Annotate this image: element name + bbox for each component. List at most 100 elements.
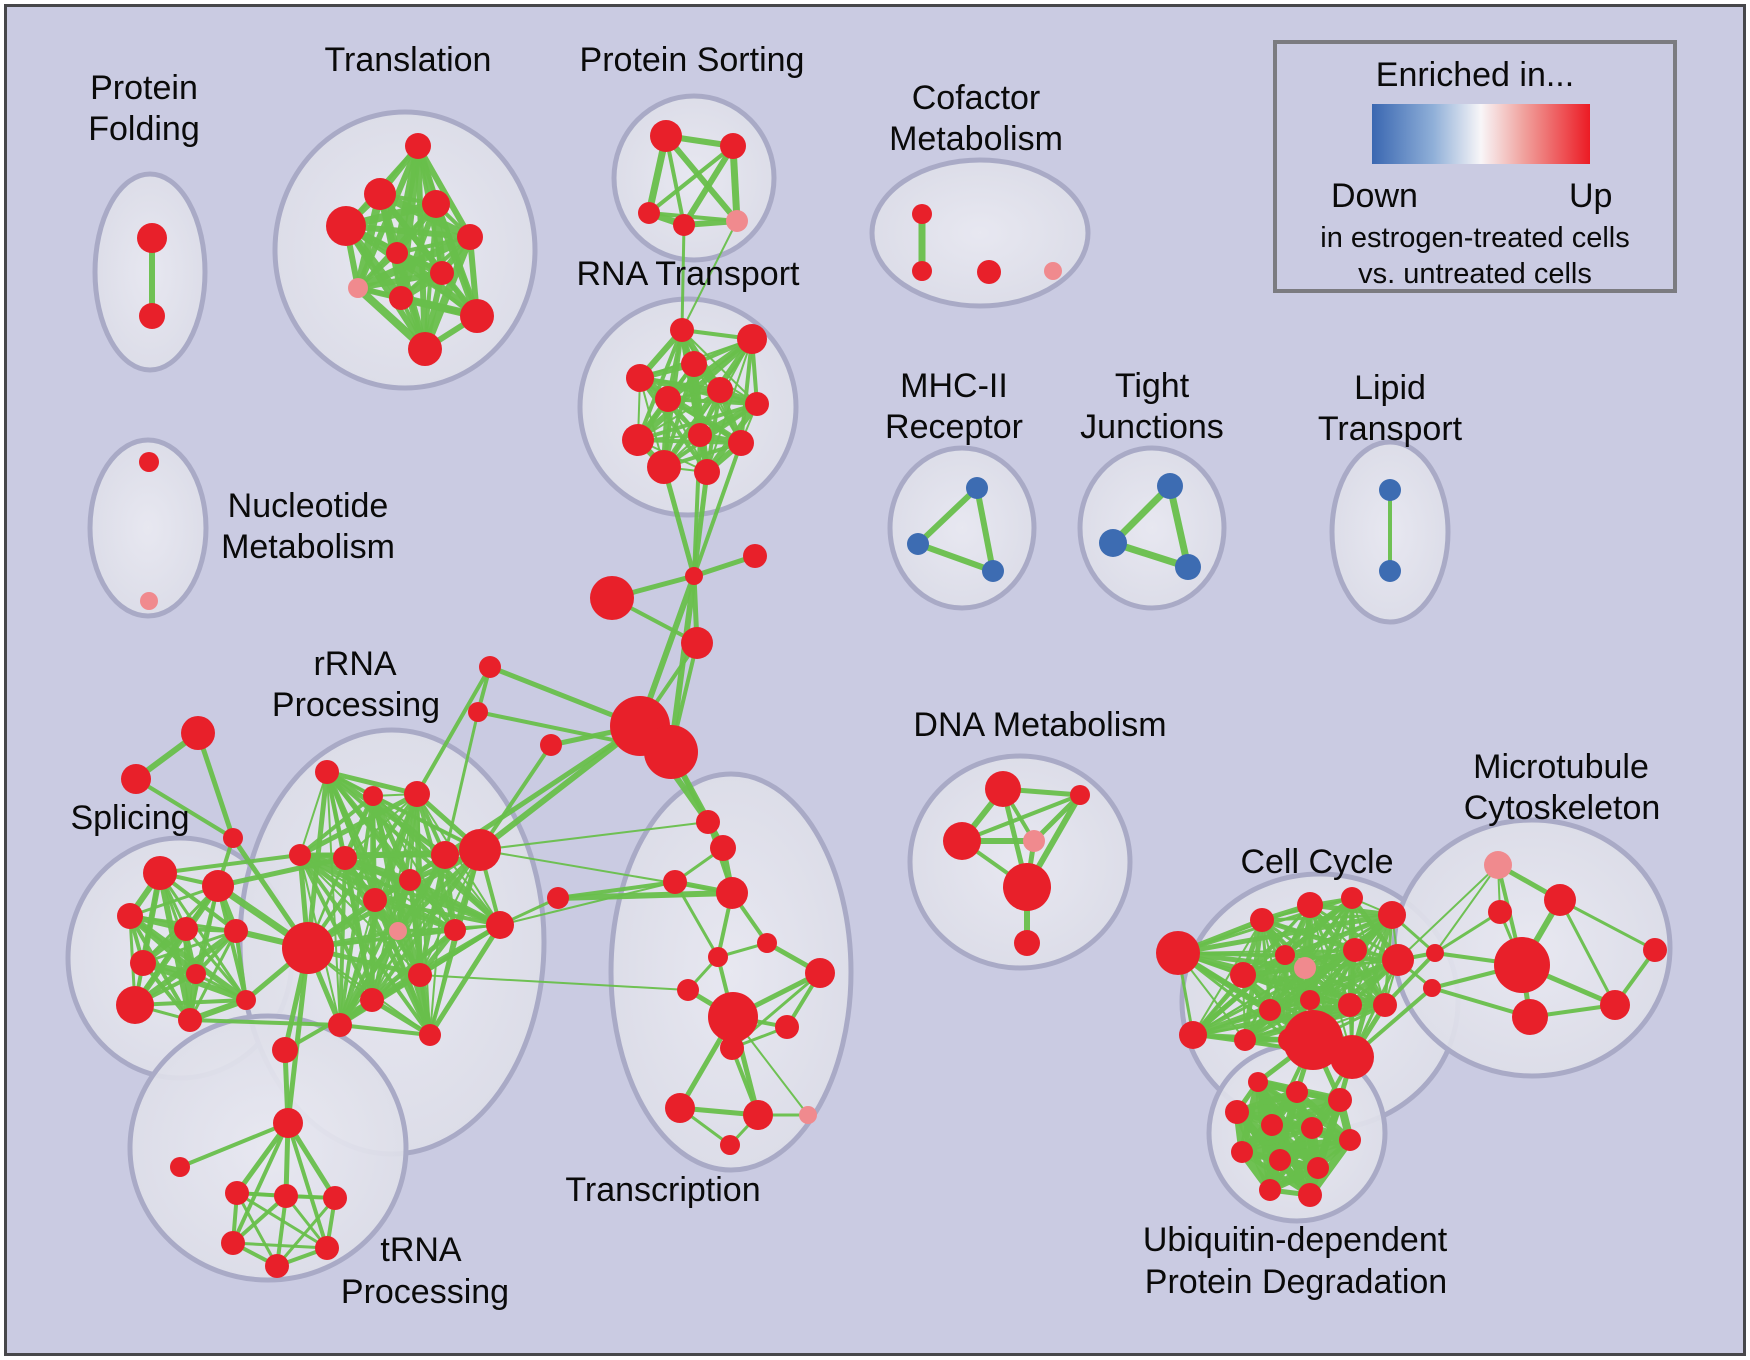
gene-set-node[interactable] [728,430,754,456]
gene-set-node[interactable] [468,702,488,722]
gene-set-node[interactable] [707,377,733,403]
gene-set-node[interactable] [1070,785,1090,805]
gene-set-node[interactable] [1378,901,1406,929]
gene-set-node[interactable] [1259,1179,1281,1201]
gene-set-node[interactable] [1099,529,1127,557]
gene-set-node[interactable] [977,260,1001,284]
gene-set-node[interactable] [799,1106,817,1124]
gene-set-node[interactable] [1231,1141,1253,1163]
gene-set-node[interactable] [1234,1029,1256,1051]
gene-set-node[interactable] [1301,1117,1323,1139]
gene-set-node[interactable] [1643,938,1667,962]
gene-set-node[interactable] [1023,830,1045,852]
gene-set-node[interactable] [282,922,334,974]
gene-set-node[interactable] [743,544,767,568]
gene-set-node[interactable] [1230,962,1256,988]
gene-set-node[interactable] [982,560,1004,582]
gene-set-node[interactable] [265,1254,289,1278]
gene-set-node[interactable] [408,332,442,366]
gene-set-node[interactable] [1379,479,1401,501]
gene-set-node[interactable] [121,764,151,794]
gene-set-node[interactable] [272,1037,298,1063]
gene-set-node[interactable] [1286,1081,1308,1103]
gene-set-node[interactable] [720,133,746,159]
gene-set-node[interactable] [1156,931,1200,975]
gene-set-node[interactable] [130,950,156,976]
gene-set-node[interactable] [694,459,720,485]
gene-set-node[interactable] [431,841,459,869]
gene-set-node[interactable] [1298,1183,1322,1207]
gene-set-node[interactable] [743,1100,773,1130]
gene-set-node[interactable] [457,224,483,250]
gene-set-node[interactable] [479,656,501,678]
gene-set-node[interactable] [708,947,728,967]
gene-set-node[interactable] [1512,999,1548,1035]
gene-set-node[interactable] [681,627,713,659]
gene-set-node[interactable] [224,919,248,943]
gene-set-node[interactable] [1261,1114,1283,1136]
gene-set-node[interactable] [363,888,387,912]
gene-set-node[interactable] [430,261,454,285]
gene-set-node[interactable] [139,452,159,472]
gene-set-node[interactable] [174,917,198,941]
gene-set-node[interactable] [333,846,357,870]
gene-set-node[interactable] [1373,993,1397,1017]
gene-set-node[interactable] [140,592,158,610]
gene-set-node[interactable] [486,911,514,939]
gene-set-node[interactable] [805,958,835,988]
gene-set-node[interactable] [1339,1129,1361,1151]
gene-set-node[interactable] [170,1157,190,1177]
gene-set-node[interactable] [1341,887,1363,909]
gene-set-node[interactable] [363,786,383,806]
gene-set-node[interactable] [677,979,699,1001]
gene-set-node[interactable] [547,887,569,909]
gene-set-node[interactable] [1330,1035,1374,1079]
gene-set-node[interactable] [348,278,368,298]
gene-set-node[interactable] [1544,884,1576,916]
gene-set-node[interactable] [386,242,408,264]
gene-set-node[interactable] [1283,1010,1343,1070]
gene-set-node[interactable] [622,424,654,456]
gene-set-node[interactable] [1014,930,1040,956]
gene-set-node[interactable] [966,477,988,499]
gene-set-node[interactable] [225,1181,249,1205]
gene-set-node[interactable] [673,214,695,236]
gene-set-node[interactable] [1225,1100,1249,1124]
gene-set-node[interactable] [638,202,660,224]
gene-set-node[interactable] [912,204,932,224]
gene-set-node[interactable] [775,1015,799,1039]
gene-set-node[interactable] [1600,990,1630,1020]
gene-set-node[interactable] [315,760,339,784]
gene-set-node[interactable] [405,133,431,159]
gene-set-node[interactable] [1259,999,1281,1021]
gene-set-node[interactable] [399,869,421,891]
gene-set-node[interactable] [1494,937,1550,993]
gene-set-node[interactable] [1338,993,1362,1017]
gene-set-node[interactable] [419,1024,441,1046]
gene-set-node[interactable] [710,835,736,861]
gene-set-node[interactable] [323,1186,347,1210]
gene-set-node[interactable] [1382,944,1414,976]
gene-set-node[interactable] [626,364,654,392]
gene-set-node[interactable] [1294,957,1316,979]
gene-set-node[interactable] [663,870,687,894]
gene-set-node[interactable] [720,1135,740,1155]
gene-set-node[interactable] [460,299,494,333]
gene-set-node[interactable] [1484,851,1512,879]
gene-set-node[interactable] [647,450,681,484]
gene-set-node[interactable] [1175,554,1201,580]
gene-set-node[interactable] [688,423,712,447]
gene-set-node[interactable] [116,986,154,1024]
gene-set-node[interactable] [143,856,177,890]
gene-set-node[interactable] [186,964,206,984]
gene-set-node[interactable] [1250,908,1274,932]
gene-set-node[interactable] [117,903,143,929]
gene-set-node[interactable] [202,870,234,902]
gene-set-node[interactable] [1297,892,1323,918]
gene-set-node[interactable] [720,1036,744,1060]
gene-set-node[interactable] [360,988,384,1012]
gene-set-node[interactable] [236,990,256,1010]
gene-set-node[interactable] [274,1184,298,1208]
gene-set-node[interactable] [1269,1149,1291,1171]
gene-set-node[interactable] [681,351,707,377]
